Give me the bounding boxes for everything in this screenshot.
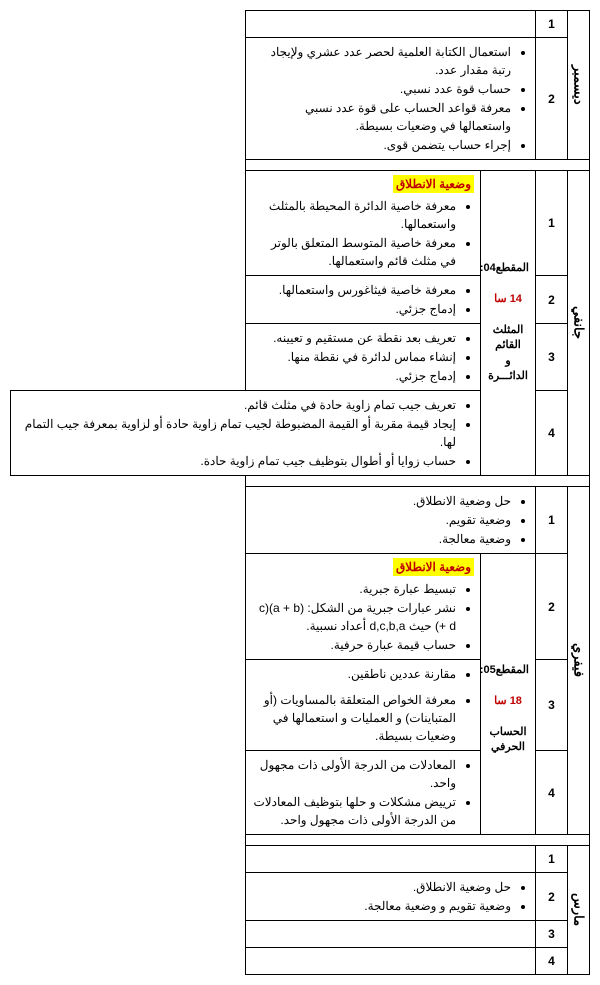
row-number: 2 bbox=[536, 554, 568, 660]
row-number: 1 bbox=[536, 11, 568, 38]
start-situation-label: وضعية الانطلاق bbox=[393, 175, 474, 193]
month-february: فيفري bbox=[568, 487, 590, 835]
row-number: 2 bbox=[536, 873, 568, 921]
content-cell: المعادلات من الدرجة الأولى ذات مجهول واح… bbox=[246, 751, 481, 835]
month-january: جانفي bbox=[568, 171, 590, 476]
content-cell: استعمال الكتابة العلمية لحصر عدد عشري ول… bbox=[246, 38, 536, 160]
content-cell: وضعية الانطلاق تبسيط عبارة جبرية. نشر عب… bbox=[246, 554, 481, 660]
content-cell: وضعية الانطلاق معرفة خاصية الدائرة المحي… bbox=[246, 171, 481, 276]
content-cell bbox=[246, 846, 536, 873]
content-cell: حل وضعية الانطلاق. وضعية تقويم. وضعية مع… bbox=[246, 487, 536, 554]
start-situation-label: وضعية الانطلاق bbox=[393, 558, 474, 576]
content-cell: حل وضعية الانطلاق. وضعية تقويم و وضعية م… bbox=[246, 873, 536, 921]
row-number: 1 bbox=[536, 171, 568, 276]
section-5: المقطع05: 18 سا الحساب الحرفي bbox=[481, 554, 536, 835]
month-march: مارس bbox=[568, 846, 590, 975]
content-cell: تعريف جيب تمام زاوية حادة في مثلث قائم. … bbox=[11, 391, 481, 476]
row-number: 4 bbox=[536, 948, 568, 975]
content-cell bbox=[246, 921, 536, 948]
section-4: المقطع04: 14 سا المثلث القائم و الدائـــ… bbox=[481, 171, 536, 476]
row-number: 3 bbox=[536, 324, 568, 391]
row-number: 2 bbox=[536, 38, 568, 160]
row-number: 4 bbox=[536, 391, 568, 476]
content-cell: معرفة خاصية فيثاغورس واستعمالها. إدماج ج… bbox=[246, 276, 481, 324]
row-number: 3 bbox=[536, 921, 568, 948]
month-december: ديسمبر bbox=[568, 11, 590, 160]
row-number: 2 bbox=[536, 276, 568, 324]
curriculum-table: ديسمبر 1 2 استعمال الكتابة العلمية لحصر … bbox=[10, 10, 590, 975]
row-number: 3 bbox=[536, 660, 568, 751]
content-cell bbox=[246, 11, 536, 38]
content-cell: مقارنة عددين ناطقين. معرفة الخواص المتعل… bbox=[246, 660, 481, 751]
row-number: 4 bbox=[536, 751, 568, 835]
content-cell bbox=[246, 948, 536, 975]
content-cell: تعريف بعد نقطة عن مستقيم و تعيينه. إنشاء… bbox=[246, 324, 481, 391]
row-number: 1 bbox=[536, 846, 568, 873]
row-number: 1 bbox=[536, 487, 568, 554]
